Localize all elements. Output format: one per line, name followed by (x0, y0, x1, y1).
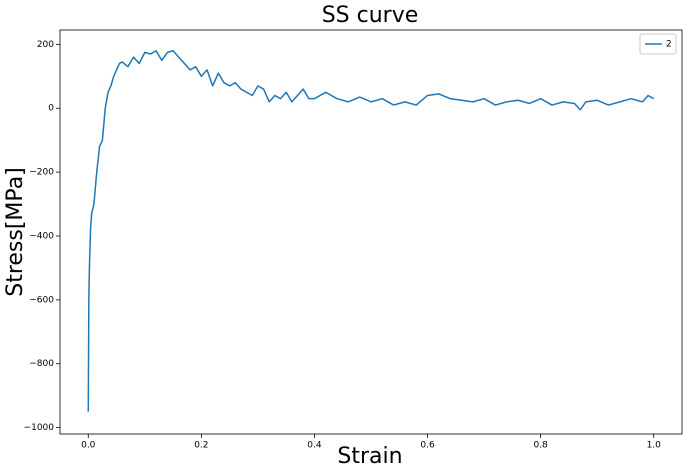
data-line (87, 50, 655, 412)
y-axis-label: Stress[MPa] (3, 167, 28, 297)
x-tick-label: 0.4 (307, 441, 322, 451)
chart-title: SS curve (322, 3, 419, 28)
y-tick-label: 200 (37, 40, 54, 50)
y-tick-label: −800 (29, 359, 54, 369)
y-tick-label: −200 (29, 168, 54, 178)
x-tick-label: 0.8 (533, 441, 548, 451)
x-tick-label: 0.6 (420, 441, 435, 451)
plot-frame (59, 29, 683, 435)
x-axis-label: Strain (337, 444, 402, 469)
y-tick-label: 0 (48, 104, 54, 114)
x-tick-label: 1.0 (647, 441, 662, 451)
y-tick-label: −600 (29, 295, 54, 305)
legend-label: 2 (666, 40, 672, 50)
x-tick-label: 0.0 (81, 441, 96, 451)
y-tick-label: −1000 (24, 423, 55, 433)
x-tick-label: 0.2 (194, 441, 208, 451)
y-tick-label: −400 (29, 231, 54, 241)
